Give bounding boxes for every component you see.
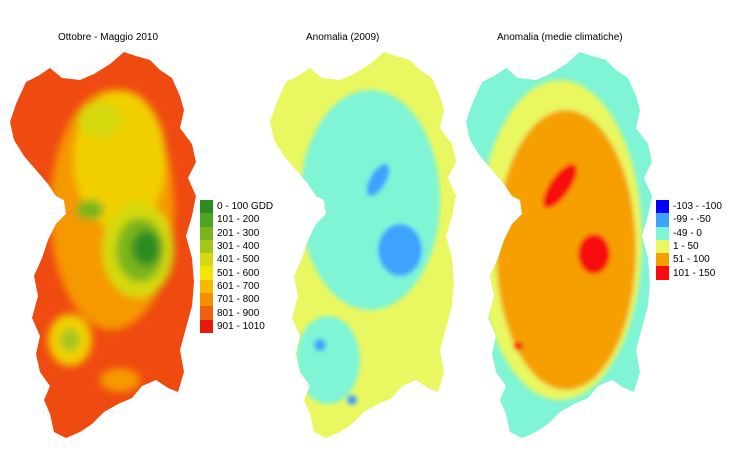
legend-swatch: [656, 239, 669, 254]
map-title-gdd: Ottobre - Maggio 2010: [58, 32, 159, 43]
legend-item: -99 - -50: [656, 213, 722, 227]
legend-label: 801 - 900: [217, 307, 260, 319]
legend-swatch: [656, 200, 669, 214]
legend-label: 1 - 50: [673, 241, 699, 253]
legend-item: 301 - 400: [200, 239, 273, 254]
map-title-anomaly-2009: Anomalia (2009): [306, 32, 380, 43]
legend-item: -49 - 0: [656, 226, 722, 240]
legend-gdd: 0 - 100 GDD 101 - 200 201 - 300 301 - 400 40…: [200, 200, 273, 333]
map-anomaly-climate: [466, 52, 652, 438]
map-title-anomaly-climate: Anomalia (medie climatiche): [497, 32, 623, 43]
legend-label: 101 - 150: [673, 267, 716, 279]
legend-swatch: [200, 213, 213, 227]
legend-label: 301 - 400: [217, 241, 260, 253]
legend-swatch: [200, 293, 213, 307]
legend-swatch: [200, 200, 213, 214]
legend-swatch: [200, 279, 213, 294]
legend-item: 101 - 200: [200, 213, 273, 227]
legend-label: 101 - 200: [217, 214, 260, 226]
legend-label: 601 - 700: [217, 280, 260, 292]
legend-swatch: [200, 253, 213, 267]
legend-swatch: [656, 213, 669, 227]
legend-item: 901 - 1010: [200, 319, 273, 333]
legend-anomaly: -103 - -100 -99 - -50 -49 - 0 1 - 50 51 - 10…: [656, 200, 722, 280]
legend-swatch: [656, 253, 669, 267]
legend-label: -103 - -100: [673, 201, 722, 213]
legend-label: 401 - 500: [217, 254, 260, 266]
legend-label: 51 - 100: [673, 254, 710, 266]
map-anomaly-2009: [270, 52, 456, 438]
legend-item: 1 - 50: [656, 239, 722, 254]
legend-item: -103 - -100: [656, 200, 722, 214]
legend-item: 501 - 600: [200, 266, 273, 280]
legend-item: 801 - 900: [200, 306, 273, 320]
legend-swatch: [200, 266, 213, 280]
legend-item: 51 - 100: [656, 253, 722, 267]
legend-item: 201 - 300: [200, 226, 273, 240]
legend-label: 701 - 800: [217, 294, 260, 306]
legend-label: 901 - 1010: [217, 320, 265, 332]
legend-swatch: [656, 226, 669, 240]
map-gdd: [10, 52, 196, 438]
legend-swatch: [200, 306, 213, 320]
legend-item: 0 - 100 GDD: [200, 200, 274, 214]
legend-item: 101 - 150: [656, 266, 722, 280]
legend-item: 601 - 700: [200, 279, 273, 294]
legend-label: 0 - 100 GDD: [217, 201, 274, 213]
legend-swatch: [200, 239, 213, 254]
legend-label: -49 - 0: [673, 227, 702, 239]
legend-item: 701 - 800: [200, 293, 273, 307]
legend-label: -99 - -50: [673, 214, 711, 226]
legend-swatch: [656, 266, 669, 280]
legend-swatch: [200, 319, 213, 333]
legend-swatch: [200, 226, 213, 240]
legend-label: 201 - 300: [217, 227, 260, 239]
legend-label: 501 - 600: [217, 267, 260, 279]
legend-item: 401 - 500: [200, 253, 273, 267]
